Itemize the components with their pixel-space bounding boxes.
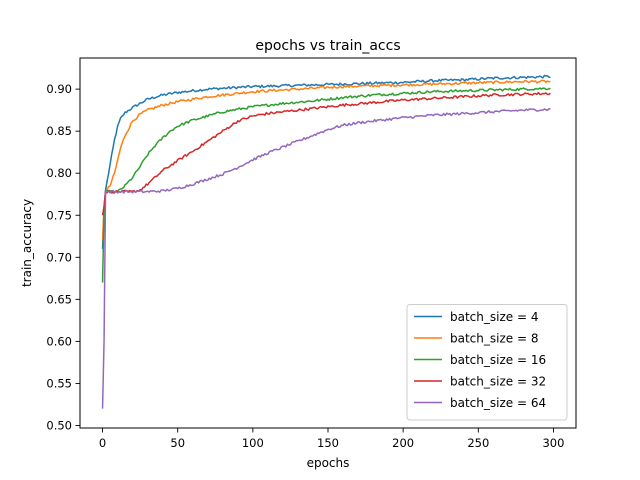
y-axis-ticks: 0.50 0.55 0.60 0.65 0.70 0.75 0.80 0.85 0.90	[46, 82, 80, 432]
x-tick-label: 0	[99, 436, 106, 450]
series-line-2	[101, 79, 551, 241]
y-tick-label: 0.55	[46, 376, 72, 390]
legend-entry-label: batch_size = 4	[450, 310, 538, 324]
series-line-4	[101, 91, 551, 216]
y-tick-label: 0.65	[46, 292, 72, 306]
legend-entry-label: batch_size = 8	[450, 332, 538, 346]
x-tick-label: 50	[170, 436, 185, 450]
legend-entry-label: batch_size = 16	[450, 353, 546, 367]
x-axis-label: epochs	[307, 456, 350, 470]
y-axis-label: train_accuracy	[20, 199, 34, 287]
y-tick-label: 0.75	[46, 208, 72, 222]
y-tick-label: 0.80	[46, 166, 72, 180]
y-tick-label: 0.60	[46, 334, 72, 348]
x-tick-label: 250	[467, 436, 489, 450]
y-tick-label: 0.85	[46, 124, 72, 138]
series-layer	[101, 74, 551, 409]
series-line-1	[101, 74, 551, 249]
series-line-3	[101, 87, 551, 283]
y-tick-label: 0.50	[46, 418, 72, 432]
y-tick-label: 0.70	[46, 250, 72, 264]
x-axis-ticks: 0 50 100 150 200 250 300	[99, 428, 564, 450]
x-tick-label: 150	[317, 436, 339, 450]
legend: batch_size = 4 batch_size = 8 batch_size =…	[406, 304, 568, 421]
series-line-5	[101, 107, 551, 409]
x-tick-label: 300	[542, 436, 564, 450]
chart-title: epochs vs train_accs	[255, 38, 400, 54]
legend-box	[406, 304, 568, 421]
legend-entry-label: batch_size = 64	[450, 396, 546, 410]
x-tick-label: 100	[242, 436, 264, 450]
x-tick-label: 200	[392, 436, 414, 450]
legend-entry-label: batch_size = 32	[450, 375, 546, 389]
y-tick-label: 0.90	[46, 82, 72, 96]
